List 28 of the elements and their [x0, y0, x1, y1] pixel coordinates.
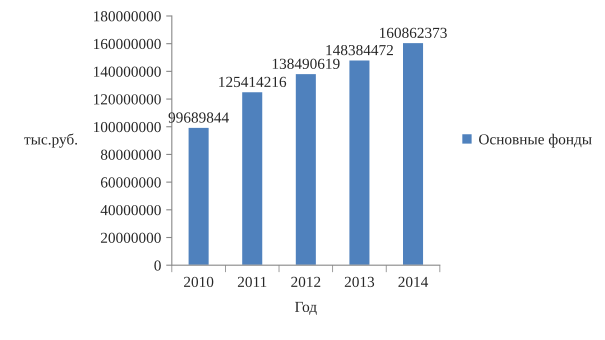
y-tick-label: 40000000	[100, 204, 161, 216]
bar	[187, 126, 210, 266]
data-label: 125414216	[219, 76, 286, 88]
y-tick-label: 80000000	[100, 150, 161, 160]
x-tick-label: 2011	[238, 276, 266, 288]
data-label: 160862373	[380, 28, 447, 38]
y-tick-label: 160000000	[94, 38, 161, 50]
legend-label: Основные фонды	[479, 134, 592, 148]
x-tick-label: 2014	[398, 276, 428, 288]
y-tick-label: 60000000	[100, 177, 161, 188]
data-label: 138490619	[272, 58, 340, 69]
y-tick-label: 180000000	[94, 11, 161, 22]
data-label: 99689844	[168, 112, 229, 123]
bar	[348, 59, 371, 266]
y-tick-label: 0	[154, 260, 161, 271]
bar	[402, 42, 424, 266]
y-tick-label: 120000000	[94, 94, 161, 105]
x-tick-label: 2010	[184, 276, 214, 288]
bar	[294, 72, 318, 266]
x-axis-title: Год	[295, 302, 317, 315]
y-tick-label: 20000000	[100, 232, 161, 243]
data-label: 148384472	[326, 44, 393, 56]
x-tick-label: 2012	[291, 276, 320, 288]
bar	[240, 90, 264, 266]
y-tick-label: 140000000	[94, 66, 161, 77]
y-tick-label: 100000000	[94, 122, 161, 132]
x-tick-label: 2013	[344, 276, 374, 288]
y-axis-title: тыс.руб.	[24, 133, 78, 148]
